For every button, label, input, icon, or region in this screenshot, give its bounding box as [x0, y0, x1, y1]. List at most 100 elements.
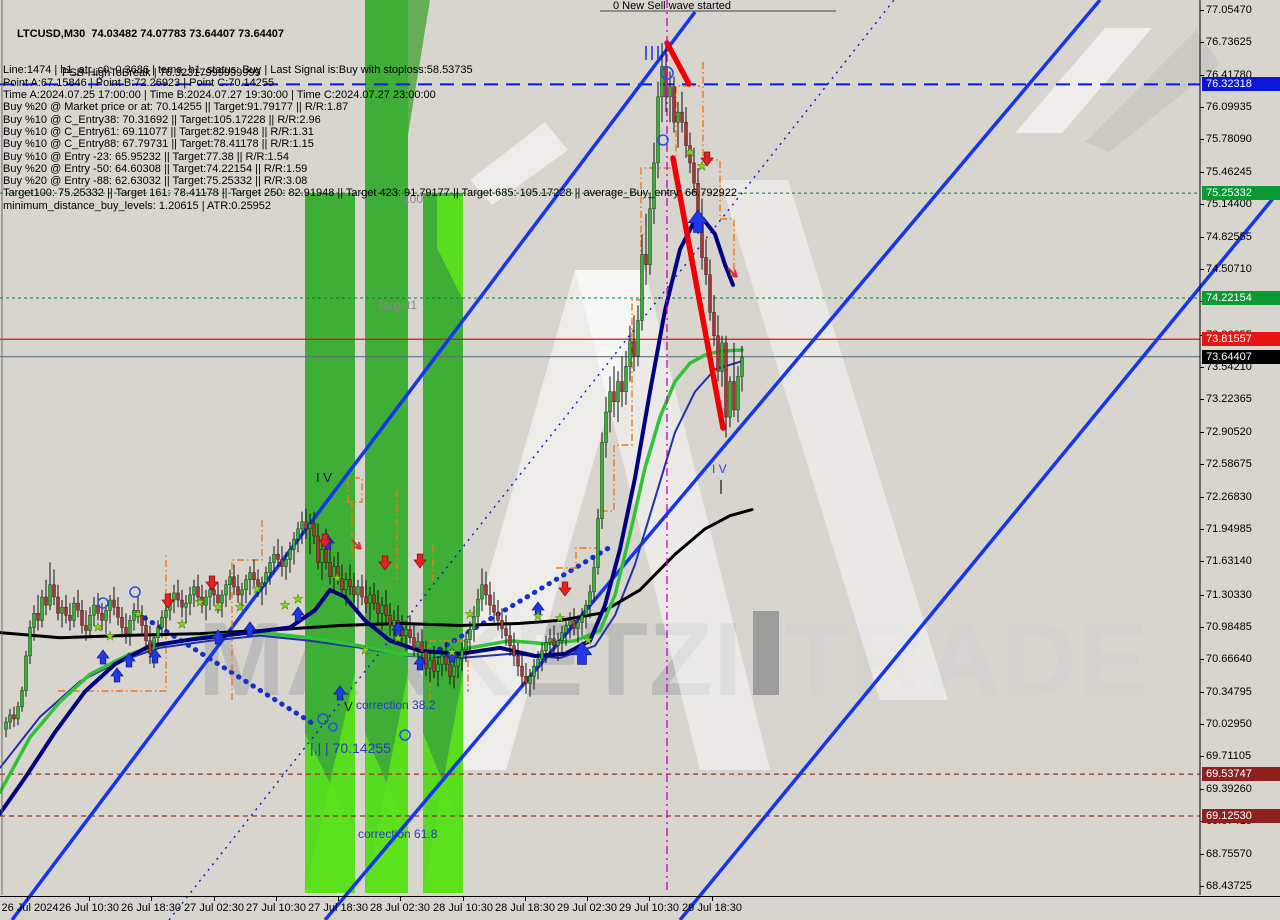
star-marker-icon[interactable]: ★: [696, 159, 708, 174]
trendline[interactable]: [422, 543, 615, 661]
candle-body: [224, 584, 228, 596]
candle-body: [304, 521, 308, 530]
indicator-info-line: Point A:67.15846 | Point B:72.26923 | Po…: [3, 76, 275, 89]
time-tick: [214, 897, 215, 901]
star-marker-icon[interactable]: ★: [359, 643, 371, 658]
candle-body: [636, 320, 640, 357]
buy-arrow-icon[interactable]: [445, 647, 459, 663]
sell-arrow-icon[interactable]: [161, 593, 175, 609]
candle-body: [240, 589, 244, 596]
star-marker-icon[interactable]: ★: [582, 633, 594, 648]
signal-bands: [305, 0, 463, 893]
star-marker-icon[interactable]: ★: [279, 598, 291, 613]
entry-circle-icon[interactable]: [399, 729, 411, 741]
star-marker-icon[interactable]: ★: [464, 607, 476, 622]
star-marker-icon[interactable]: ★: [292, 592, 304, 607]
buy-arrow-icon[interactable]: [291, 606, 305, 622]
star-marker-icon[interactable]: ★: [392, 631, 404, 646]
star-marker-icon[interactable]: ★: [212, 600, 224, 615]
buy-arrow-icon[interactable]: [687, 209, 709, 233]
price-axis[interactable]: 77.05470 76.73625 76.41780 76.09935 75.78090…: [1200, 0, 1280, 895]
entry-circle-icon[interactable]: [129, 586, 141, 598]
sell-arrow-icon[interactable]: [558, 581, 572, 597]
price-tick-label: 70.34795: [1206, 685, 1252, 698]
time-tick: [27, 897, 28, 901]
exit-arrow-icon[interactable]: [727, 267, 738, 278]
star-marker-icon[interactable]: ★: [176, 617, 188, 632]
buy-arrow-icon[interactable]: [211, 629, 225, 645]
price-tick: [1200, 659, 1204, 661]
candle-body: [548, 638, 552, 643]
trendline[interactable]: [678, 188, 1280, 920]
candle-body: [296, 528, 300, 540]
sell-signal-line[interactable]: [670, 155, 726, 431]
entry-circle-icon[interactable]: [660, 66, 674, 80]
buy-arrow-icon[interactable]: [148, 648, 162, 664]
entry-circle-icon[interactable]: [328, 722, 338, 732]
exit-arrow-icon[interactable]: [351, 539, 362, 550]
candle-body: [200, 596, 204, 606]
candle-body: [448, 663, 452, 677]
candle-body: [556, 640, 560, 646]
star-marker-icon[interactable]: ★: [251, 582, 263, 597]
sell-arrow-icon[interactable]: [205, 575, 219, 591]
indicator-info-line: Buy %20 @ Entry -88: 62.63032 || Target:…: [3, 175, 308, 188]
entry-circle-icon[interactable]: [657, 134, 669, 146]
star-marker-icon[interactable]: ★: [554, 611, 566, 626]
price-tick-label: 70.66640: [1206, 653, 1252, 666]
candle-body: [476, 598, 480, 617]
time-axis[interactable]: 26 Jul 2024 26 Jul 10:30 26 Jul 18:30 27 Ju…: [0, 896, 1280, 920]
candle-body: [668, 86, 672, 98]
star-marker-icon[interactable]: ★: [532, 609, 544, 624]
price-tick-label: 74.50710: [1206, 262, 1252, 275]
candle-body: [44, 596, 48, 606]
candle-body: [124, 627, 128, 634]
candle-body: [48, 584, 52, 606]
price-tick: [1200, 788, 1204, 790]
candle-body: [136, 610, 140, 616]
star-marker-icon[interactable]: ★: [446, 645, 458, 660]
price-badge: 69.12530: [1202, 809, 1280, 824]
indicator-info-panel: LTCUSD,M30 74.03482 74.07783 73.64407 73…: [3, 3, 737, 237]
sell-arrow-icon[interactable]: [378, 555, 392, 571]
star-marker-icon[interactable]: ★: [234, 600, 246, 615]
buy-arrow-icon[interactable]: [391, 621, 405, 637]
sell-signal-line[interactable]: [664, 40, 692, 87]
entry-circle-icon[interactable]: [317, 713, 329, 725]
candle-body: [588, 591, 592, 606]
candle-body: [36, 613, 40, 621]
sell-arrow-icon[interactable]: [318, 533, 332, 549]
time-tick-label: 29 Jul 18:30: [682, 902, 742, 914]
entry-circle-icon[interactable]: [97, 597, 109, 609]
buy-arrow-icon[interactable]: [333, 685, 347, 701]
star-marker-icon[interactable]: ★: [132, 607, 144, 622]
candle-body: [360, 586, 364, 598]
star-marker-icon[interactable]: ★: [104, 629, 116, 644]
price-tick-label: 68.75570: [1206, 847, 1252, 860]
star-marker-icon[interactable]: ★: [194, 595, 206, 610]
candle-body: [676, 111, 680, 123]
buy-arrow-icon[interactable]: [122, 652, 136, 668]
candle-body: [248, 572, 252, 580]
trendline[interactable]: [323, 0, 1102, 920]
star-marker-icon[interactable]: ★: [331, 571, 343, 586]
candle-body: [708, 274, 712, 313]
sell-arrow-icon[interactable]: [700, 151, 714, 167]
buy-arrow-icon[interactable]: [413, 655, 427, 671]
trendline[interactable]: [10, 10, 697, 920]
signal-red-lines: [664, 40, 726, 431]
logo-shape: [1085, 30, 1220, 152]
buy-arrow-icon[interactable]: [571, 641, 593, 665]
star-marker-icon[interactable]: ★: [92, 620, 104, 635]
buy-arrow-icon[interactable]: [243, 621, 257, 637]
candle-body: [80, 610, 84, 626]
star-marker-icon[interactable]: ★: [684, 145, 696, 160]
price-tick-label: 77.05470: [1206, 4, 1252, 16]
buy-arrow-icon[interactable]: [110, 667, 124, 683]
buy-arrow-icon[interactable]: [531, 601, 545, 617]
candle-body: [104, 610, 108, 621]
candle-body: [4, 721, 8, 730]
buy-arrow-icon[interactable]: [96, 649, 110, 665]
sell-arrow-icon[interactable]: [413, 553, 427, 569]
